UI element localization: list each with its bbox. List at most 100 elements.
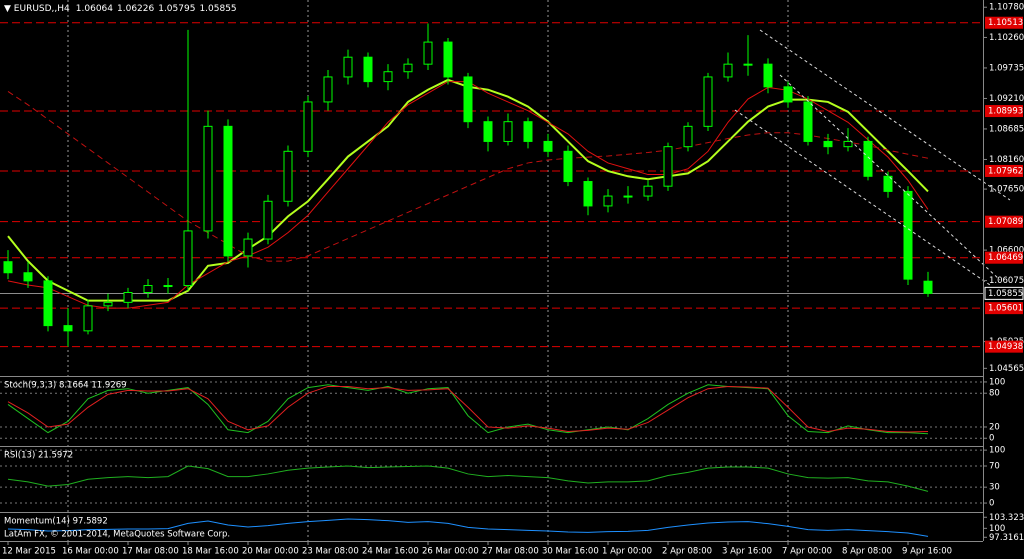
y-tick-label: 20 [989,422,1000,432]
candle-body [503,121,513,142]
x-tick-label: 24 Mar 16:00 [362,547,419,557]
y-tick-label: 100 [989,524,1005,534]
trend-line [779,74,1001,281]
y-tick-label: 1.10260 [989,33,1024,43]
level-label: 1.05601 [988,304,1023,314]
candle-body [903,190,913,280]
candle-body [83,305,93,332]
level-label: 1.07962 [988,166,1023,176]
candle-body [563,150,573,183]
indicator-line [7,91,929,262]
y-tick-label: 97.3161 [989,533,1024,543]
low: 1.05795 [158,4,195,14]
mark-layer [3,23,933,537]
x-tick-label: 7 Apr 00:00 [782,547,832,557]
x-tick-label: 30 Mar 16:00 [542,547,599,557]
candle-body [863,140,873,177]
y-tick-label: 1.06075 [989,276,1024,286]
candle-body [103,301,113,307]
candle-body [663,146,673,187]
candle-body [703,76,713,127]
candle-body [383,71,393,83]
level-label: 1.04938 [988,342,1023,352]
candle-body [283,150,293,202]
y-tick-label: 1.04565 [989,364,1024,374]
y-tick-label: 1.08160 [989,155,1024,165]
candle-body [343,56,353,78]
candle-body [263,200,273,240]
candle-body [23,272,33,282]
candle-body [163,285,173,288]
level-label: 1.10513 [988,18,1023,28]
candle-body [443,41,453,78]
level-label-box [985,16,1023,29]
candle-body [803,101,813,142]
candle-body [323,76,333,103]
copyright: LatAm FX, © 2001-2014, MetaQuotes Softwa… [4,530,230,540]
candle-body [743,63,753,66]
candle-body [143,285,153,293]
level-label-box [985,215,1023,228]
y-tick-label: 70 [989,462,1000,472]
indicator-title: Stoch(9,3,3) 8.1664 11.9269 [4,381,127,391]
candle-body [243,238,253,257]
x-tick-label: 20 Mar 00:00 [242,547,299,557]
level-label-box [985,340,1023,353]
candle-body [823,140,833,148]
candle-body [603,195,613,207]
candle-body [883,175,893,192]
candle-body [183,230,193,287]
indicator-title: Momentum(14) 97.5892 [4,517,108,527]
candle-body [583,181,593,207]
x-tick-label: 8 Apr 08:00 [842,547,892,557]
symbol: EURUSD,,H4 [14,4,70,14]
close: 1.05855 [199,4,236,14]
candle-body [843,140,853,148]
level-label: 1.08993 [988,107,1023,117]
header: ▼ EURUSD,,H4 1.06064 1.06226 1.05795 1.05855 [4,4,237,14]
candle-body [463,76,473,123]
y-tick-label: 100 [989,446,1005,456]
menu-arrow: ▼ [4,4,14,14]
candle-body [303,101,313,152]
y-tick-label: 80 [989,389,1000,399]
x-tick-label: 2 Apr 08:00 [662,547,712,557]
candle-body [403,63,413,73]
y-tick-label: 1.07650 [989,185,1024,195]
level-label-box [985,251,1023,264]
candle-body [643,185,653,197]
level-label-box [985,105,1023,118]
candle-body [223,125,233,257]
indicator-line [7,385,929,433]
last-price-box [984,286,1024,300]
y-tick-label: 1.06600 [989,246,1024,256]
candle-body [63,325,73,332]
last-price-label: 1.05855 [988,289,1023,299]
candle-body [783,86,793,103]
level-label-box [985,302,1023,315]
candle-body [123,291,133,303]
indicator-line [7,518,929,537]
y-tick-label: 100 [989,377,1005,387]
level-label: 1.06469 [988,253,1023,263]
y-tick-label: 1.08685 [989,124,1024,134]
trend-line [759,29,1011,201]
x-tick-label: 17 Mar 08:00 [122,547,179,557]
y-tick-label: 1.09210 [989,94,1024,104]
x-tick-label: 26 Mar 00:00 [422,547,479,557]
x-tick-label: 23 Mar 08:00 [302,547,359,557]
candle-body [683,125,693,148]
x-tick-label: 27 Mar 08:00 [482,547,539,557]
candle-body [3,261,13,274]
x-tick-label: 16 Mar 00:00 [62,547,119,557]
indicator-title: RSI(13) 21.5972 [4,451,73,461]
y-tick-label: 1.09735 [989,63,1024,73]
y-tick-label: 0 [989,499,994,509]
candle-body [723,63,733,78]
high: 1.06226 [117,4,154,14]
y-tick-label: 103.3236 [989,513,1024,523]
y-tick-label: 0 [989,434,994,444]
